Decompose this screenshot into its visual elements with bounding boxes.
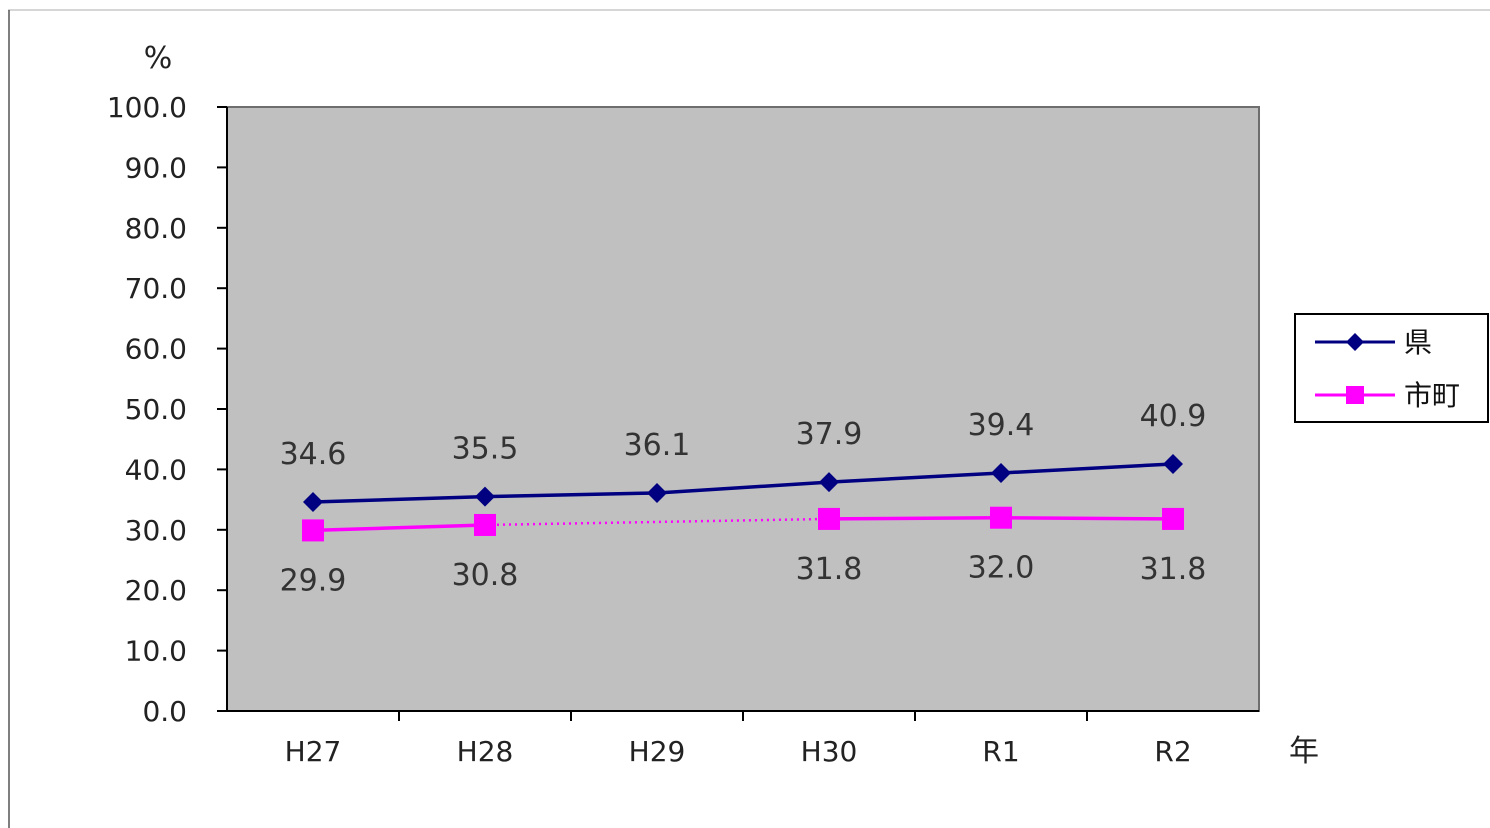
- plot-area: [226, 106, 1260, 712]
- data-label-ken: 37.9: [796, 417, 863, 452]
- x-tick-label: H27: [285, 735, 342, 768]
- data-label-shicho: 29.9: [280, 563, 347, 598]
- data-label-ken: 40.9: [1140, 399, 1207, 434]
- legend-marker-ken: [1346, 333, 1364, 351]
- series-ken-marker: [647, 482, 667, 503]
- series-line-segment: [1000, 515, 1174, 521]
- data-label-shicho: 31.8: [796, 552, 863, 587]
- x-tick-label: H28: [457, 735, 514, 768]
- series-line-segment: [828, 471, 1002, 484]
- series-shicho-marker: [474, 513, 496, 536]
- data-label-shicho: 30.8: [452, 558, 519, 593]
- y-tick-label: 100.0: [107, 91, 187, 124]
- y-tick-label: 30.0: [125, 514, 187, 547]
- x-tick-label: H29: [629, 735, 686, 768]
- data-label-ken: 34.6: [280, 437, 347, 472]
- x-tick-label: R1: [982, 735, 1019, 768]
- data-label-shicho: 31.8: [1140, 552, 1207, 587]
- legend-box: [1294, 313, 1489, 423]
- series-ken-marker: [1163, 453, 1183, 474]
- y-axis-title: %: [144, 41, 173, 76]
- series-line-segment: [312, 494, 486, 504]
- y-ticks: 0.0 10.0 20.0 30.0 40.0 50.0 60.0 70.0 80.0 90.0 1…: [107, 91, 227, 728]
- series-line-segment: [1000, 462, 1174, 475]
- data-label-shicho: 32.0: [968, 551, 1035, 586]
- series-ken-marker: [303, 492, 323, 513]
- x-tick-label: R2: [1154, 735, 1191, 768]
- y-tick-label: 10.0: [125, 635, 187, 668]
- series-line-segment: [656, 480, 830, 495]
- series-ken-marker: [475, 486, 495, 507]
- series-shicho-marker: [302, 519, 324, 542]
- legend: 県 市町: [1294, 313, 1489, 423]
- data-labels: 34.6 35.5 36.1 37.9 39.4 40.9 29.9 30.8 31.8 32.0…: [280, 399, 1207, 598]
- legend-marker-shicho: [1346, 386, 1364, 404]
- series-ken-marker: [991, 463, 1011, 484]
- series-shicho-marker: [990, 506, 1012, 529]
- data-label-ken: 36.1: [624, 428, 691, 463]
- data-label-ken: 39.4: [968, 408, 1035, 443]
- y-tick-label: 70.0: [125, 272, 187, 305]
- series-layer: [302, 453, 1184, 542]
- legend-label-shicho: 市町: [1404, 379, 1460, 412]
- data-label-ken: 35.5: [452, 432, 519, 467]
- x-axis-title: 年: [1289, 734, 1319, 769]
- y-tick-label: 0.0: [142, 695, 187, 728]
- y-tick-label: 50.0: [125, 393, 187, 426]
- y-tick-label: 80.0: [125, 212, 187, 245]
- series-line-segment: [484, 491, 658, 499]
- series-shicho-marker: [1162, 507, 1184, 530]
- y-tick-label: 90.0: [125, 151, 187, 184]
- legend-label-ken: 県: [1404, 326, 1432, 359]
- y-tick-label: 20.0: [125, 574, 187, 607]
- series-shicho-marker: [818, 507, 840, 530]
- series-line-segment: [828, 515, 1002, 521]
- y-tick-label: 60.0: [125, 333, 187, 366]
- y-tick-label: 40.0: [125, 453, 187, 486]
- series-line-segment: [312, 523, 486, 533]
- series-ken-marker: [819, 472, 839, 493]
- x-tick-label: H30: [801, 735, 858, 768]
- x-ticks: H27 H28 H29 H30 R1 R2: [285, 711, 1192, 768]
